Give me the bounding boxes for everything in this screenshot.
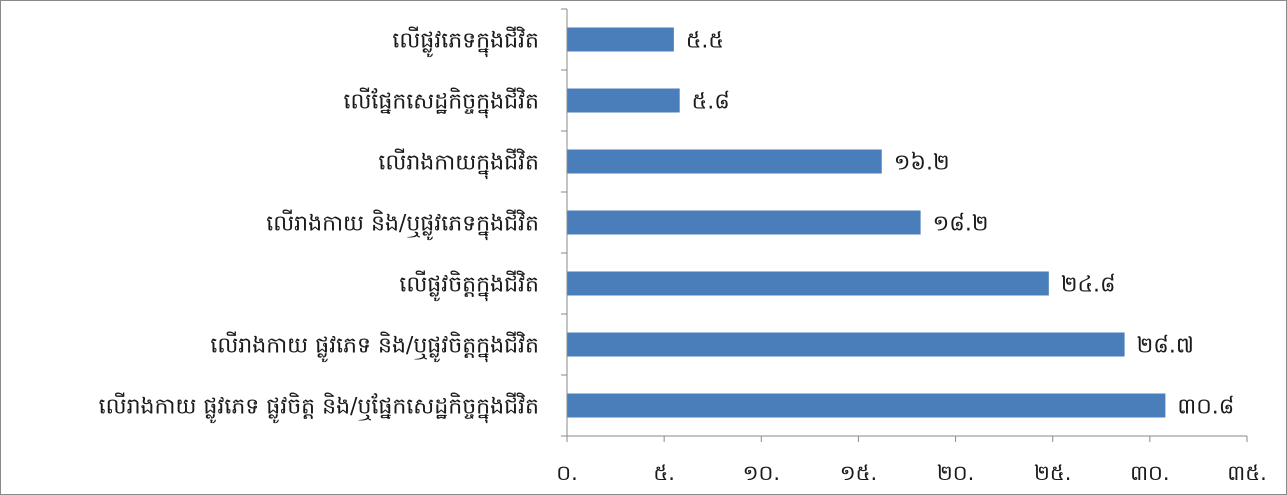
bar: [567, 149, 882, 174]
category-label: លើរាងកាយក្នុងជីវិត: [378, 149, 539, 180]
bar: [567, 88, 680, 113]
x-tick-label: ១០.: [743, 461, 780, 485]
x-tick-label: ២០.: [937, 461, 974, 485]
category-label: លើផ្លូវភេទក្នុងជីវិត: [392, 27, 539, 58]
x-tick-label: ៣៥.: [1227, 461, 1267, 485]
x-tick-label: ១៥.: [840, 461, 877, 485]
bar: [567, 271, 1049, 296]
bar: [567, 210, 921, 235]
category-label: លើរាងកាយ ផ្លូវភេទ ផ្លូវចិត្ត និង/ឬផ្នែកស…: [99, 393, 539, 424]
category-label: លើរាងកាយ ផ្លូវភេទ និង/ឬផ្លូវចិត្តក្នុងជី…: [210, 332, 539, 363]
bar: [567, 393, 1166, 418]
data-label: ២៤.៨: [1061, 273, 1116, 298]
category-label: លើរាងកាយ និង/ឬផ្លូវភេទក្នុងជីវិត: [266, 210, 539, 241]
bar: [567, 332, 1125, 357]
x-tick-label: ៥.: [653, 461, 675, 485]
data-label: ៣០.៨: [1177, 395, 1234, 420]
bar: [567, 27, 674, 52]
x-tick-label: ០.: [556, 461, 578, 485]
data-label: ១៨.២: [933, 212, 989, 237]
data-label: ១៦.២: [894, 151, 950, 176]
category-label: លើផ្លូវចិត្តក្នុងជីវិត: [399, 271, 539, 302]
x-tick-label: ៣០.: [1130, 461, 1170, 485]
data-label: ៥.៥: [686, 29, 724, 54]
data-label: ៥.៨: [692, 90, 730, 115]
data-label: ២៨.៧: [1137, 334, 1194, 359]
category-label: លើផ្នែកសេដ្ឋកិច្ចក្នុងជីវិត: [343, 88, 539, 119]
x-tick-label: ២៥.: [1034, 461, 1071, 485]
